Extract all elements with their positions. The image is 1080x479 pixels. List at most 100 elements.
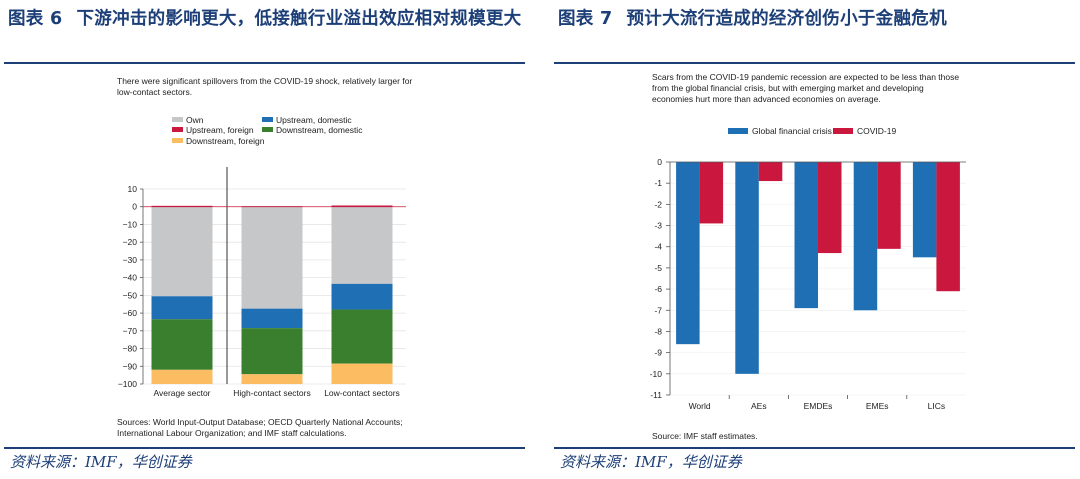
figure-6-heading: 图表 6 下游冲击的影响更大，低接触行业溢出效应相对规模更大	[8, 6, 523, 33]
bar-average-sector-downstream-domestic	[151, 319, 213, 370]
figure-7-footer-source: 资料来源：IMF，华创证券	[560, 453, 742, 471]
figure-6-bottom-rule	[4, 447, 525, 449]
y-tick-label: -8	[654, 326, 662, 336]
figure-6-source-1: Sources: World Input-Output Database; OE…	[117, 417, 403, 427]
figure-7-x-axis: World AEs EMDEs EMEs LICs	[689, 395, 945, 411]
y-tick-label: -5	[654, 263, 662, 273]
y-tick-label: −100	[118, 379, 137, 389]
figure-6-top-rule	[4, 62, 525, 64]
legend-swatch-covid-19	[833, 128, 853, 134]
bar-low-contact-sectors-downstream-foreign	[331, 363, 393, 384]
figure-6-x-axis: Average sector High-contact sectors Low-co…	[153, 388, 399, 398]
y-tick-label: −60	[123, 308, 138, 318]
y-tick-label: -7	[654, 305, 662, 315]
figure-7-panel: 图表 7 预计大流行造成的经济创伤小于金融危机 Scars from the CO…	[550, 0, 1080, 479]
bar-low-contact-sectors-own	[331, 206, 393, 284]
x-tick-label-high-contact-sectors: High-contact sectors	[233, 388, 310, 398]
bar-lics-global-financial-crisis	[912, 162, 937, 258]
x-tick-label-world: World	[689, 401, 711, 411]
legend-label-downstream-domestic: Downstream, domestic	[276, 125, 363, 135]
bar-world-global-financial-crisis	[676, 162, 700, 345]
y-tick-label: −30	[123, 255, 138, 265]
bar-low-contact-sectors-downstream-domestic	[331, 309, 393, 364]
figure-6-panel: 图表 6 下游冲击的影响更大，低接触行业溢出效应相对规模更大 There were…	[0, 0, 530, 479]
figure-7-subtitle-1: Scars from the COVID-19 pandemic recessi…	[652, 72, 959, 82]
y-tick-label: −70	[123, 326, 138, 336]
bar-average-sector-upstream-foreign	[151, 205, 213, 207]
bar-lics-covid-19	[936, 162, 960, 292]
legend-swatch-upstream-domestic	[262, 117, 273, 122]
y-tick-label: 0	[132, 202, 137, 212]
figure-6-label: 图表 6	[8, 9, 63, 29]
y-tick-label: -10	[650, 369, 663, 379]
legend-swatch-downstream-domestic	[262, 127, 273, 132]
y-tick-label: -9	[654, 348, 662, 358]
bar-world-covid-19	[699, 162, 724, 224]
x-tick-label-aes: AEs	[751, 401, 767, 411]
figure-6-source-2: International Labour Organization; and I…	[117, 428, 346, 438]
y-tick-label: −50	[123, 290, 138, 300]
bar-high-contact-sectors-upstream-domestic	[241, 308, 303, 329]
x-tick-label-average-sector: Average sector	[153, 388, 210, 398]
x-tick-label-lics: LICs	[928, 401, 945, 411]
figure-7-label: 图表 7	[558, 9, 613, 29]
legend-label-downstream-foreign: Downstream, foreign	[186, 136, 265, 146]
x-tick-label-low-contact-sectors: Low-contact sectors	[324, 388, 400, 398]
figure-7-legend: Global financial crisis COVID-19	[728, 126, 896, 136]
figure-7-top-rule	[554, 62, 1075, 64]
y-tick-label: −40	[123, 273, 138, 283]
figure-6-subtitle-1: There were significant spillovers from t…	[117, 76, 412, 86]
y-tick-label: 0	[657, 157, 662, 167]
legend-label-upstream-domestic: Upstream, domestic	[276, 115, 352, 125]
bar-emdes-covid-19	[818, 162, 842, 254]
bar-low-contact-sectors-upstream-domestic	[331, 283, 393, 310]
figure-6-subtitle-2: low-contact sectors.	[117, 87, 192, 97]
legend-swatch-global-financial-crisis	[728, 128, 748, 134]
figure-7-title: 预计大流行造成的经济创伤小于金融危机	[626, 9, 947, 29]
figure-6-chart: There were significant spillovers from t…	[117, 76, 412, 438]
y-tick-label: −80	[123, 344, 138, 354]
legend-swatch-upstream-foreign	[172, 127, 183, 132]
bar-emes-global-financial-crisis	[853, 162, 878, 311]
figure-7-subtitle-3: economies hurt more than advanced econom…	[652, 94, 881, 104]
figure-6-title: 下游冲击的影响更大，低接触行业溢出效应相对规模更大	[76, 9, 522, 29]
y-tick-label: -3	[654, 221, 662, 231]
bar-high-contact-sectors-own	[241, 206, 303, 309]
figure-7-heading: 图表 7 预计大流行造成的经济创伤小于金融危机	[558, 6, 1073, 33]
x-tick-label-emdes: EMDEs	[804, 401, 833, 411]
bar-aes-covid-19	[758, 162, 783, 182]
y-tick-label: −10	[123, 219, 138, 229]
figure-6-y-axis: 10 0 −10 −20 −30 −40 −50 −60 −70 −80 −90 −100	[118, 184, 144, 389]
y-tick-label: -6	[654, 284, 662, 294]
y-tick-label: 10	[128, 184, 138, 194]
bar-average-sector-upstream-domestic	[151, 296, 213, 320]
bar-emdes-global-financial-crisis	[794, 162, 818, 309]
figure-7-bottom-rule	[554, 447, 1075, 449]
figure-7-y-axis: 0 -1 -2 -3 -4 -5 -6 -7 -8 -9 -10 -11	[650, 157, 966, 400]
figure-6-footer-source: 资料来源：IMF，华创证券	[10, 453, 192, 471]
bar-aes-global-financial-crisis	[735, 162, 759, 374]
figure-7-chart: Scars from the COVID-19 pandemic recessi…	[650, 72, 966, 441]
bar-high-contact-sectors-downstream-domestic	[241, 328, 303, 375]
y-tick-label: -1	[654, 178, 662, 188]
legend-label-global-financial-crisis: Global financial crisis	[752, 126, 832, 136]
x-tick-label-emes: EMEs	[866, 401, 889, 411]
figure-7-subtitle-2: from the global financial crisis, but wi…	[652, 83, 924, 93]
legend-label-own: Own	[186, 115, 204, 125]
figure-7-bars	[676, 162, 960, 374]
figure-7-source-1: Source: IMF staff estimates.	[652, 431, 758, 441]
legend-swatch-own	[172, 117, 183, 122]
legend-label-covid-19: COVID-19	[857, 126, 896, 136]
y-tick-label: -4	[654, 242, 662, 252]
bar-low-contact-sectors-upstream-foreign	[331, 205, 393, 207]
y-tick-label: -2	[654, 199, 662, 209]
bar-emes-covid-19	[877, 162, 901, 249]
bar-average-sector-own	[151, 206, 213, 297]
bar-average-sector-downstream-foreign	[151, 369, 213, 384]
y-tick-label: −20	[123, 237, 138, 247]
y-tick-label: -11	[650, 390, 662, 400]
y-tick-label: −90	[123, 361, 138, 371]
figure-6-bars	[143, 205, 406, 384]
bar-high-contact-sectors-downstream-foreign	[241, 374, 303, 384]
